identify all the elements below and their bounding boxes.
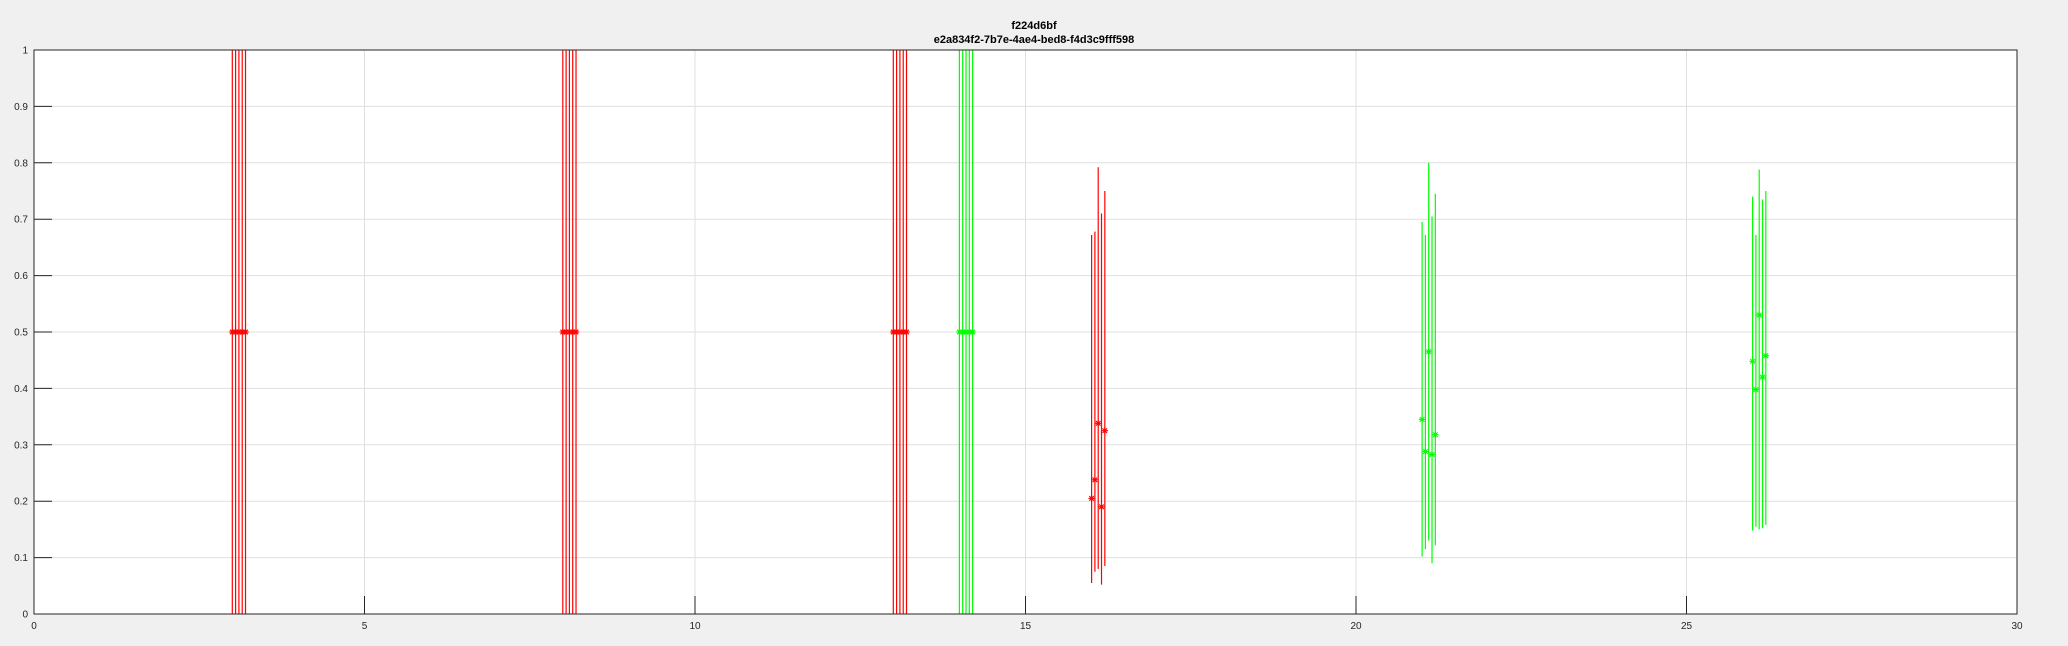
series-0-point-16 [1091,476,1099,483]
y-tick-label-8: 0.8 [14,158,28,169]
chart-title: f224d6bf [1011,20,1057,32]
y-tick-label-0: 0 [22,610,28,621]
series-0-point-9 [572,328,580,336]
series-0-point-18 [1098,503,1105,511]
series-layer [229,50,1770,614]
series-0-point-15 [1088,495,1095,502]
x-tick-label-2: 10 [689,621,701,632]
y-tick-label-1: 0.1 [14,553,28,564]
x-tick-label-5: 25 [1681,621,1693,632]
series-1 [956,50,1770,614]
y-tick-label-3: 0.3 [14,440,28,451]
y-tick-label-4: 0.4 [14,384,28,395]
x-tick-label-1: 5 [362,621,368,632]
series-1-point-12 [1756,311,1763,319]
x-tick-label-0: 0 [31,621,37,632]
series-0-point-14 [903,328,910,336]
series-1-point-5 [1418,416,1426,423]
series-1-point-14 [1762,352,1770,359]
chart-title-block: f224d6bf e2a834f2-7b7e-4ae4-bed8-f4d3c9f… [0,19,2068,47]
series-0 [229,50,1109,614]
y-tick-label-10: 1 [22,46,28,57]
y-tick-label-2: 0.2 [14,497,28,508]
series-1-point-8 [1428,451,1436,458]
series-0-point-19 [1101,427,1109,434]
y-tick-label-5: 0.5 [14,328,28,339]
x-tick-label-6: 30 [2011,621,2023,632]
x-tick-label-4: 20 [1350,621,1362,632]
x-tick-label-3: 15 [1020,621,1032,632]
series-0-point-4 [242,328,249,336]
series-1-point-7 [1425,348,1432,355]
y-tick-label-7: 0.7 [14,215,28,226]
axes: 0 5 10 15 20 25 30 0 0.1 0.2 0.3 0.4 0.5 0.6 0.7 0.8 0.9… [14,46,2023,633]
series-1-point-13 [1759,373,1766,381]
series-1-point-10 [1749,358,1756,365]
series-1-point-4 [969,328,976,336]
chart-subtitle: e2a834f2-7b7e-4ae4-bed8-f4d3c9fff598 [933,34,1135,46]
series-1-point-9 [1432,431,1439,438]
series-1-point-11 [1752,386,1760,393]
series-1-point-6 [1422,448,1429,455]
y-tick-label-6: 0.6 [14,271,28,282]
series-0-point-17 [1095,420,1102,427]
y-tick-label-9: 0.9 [14,102,28,113]
